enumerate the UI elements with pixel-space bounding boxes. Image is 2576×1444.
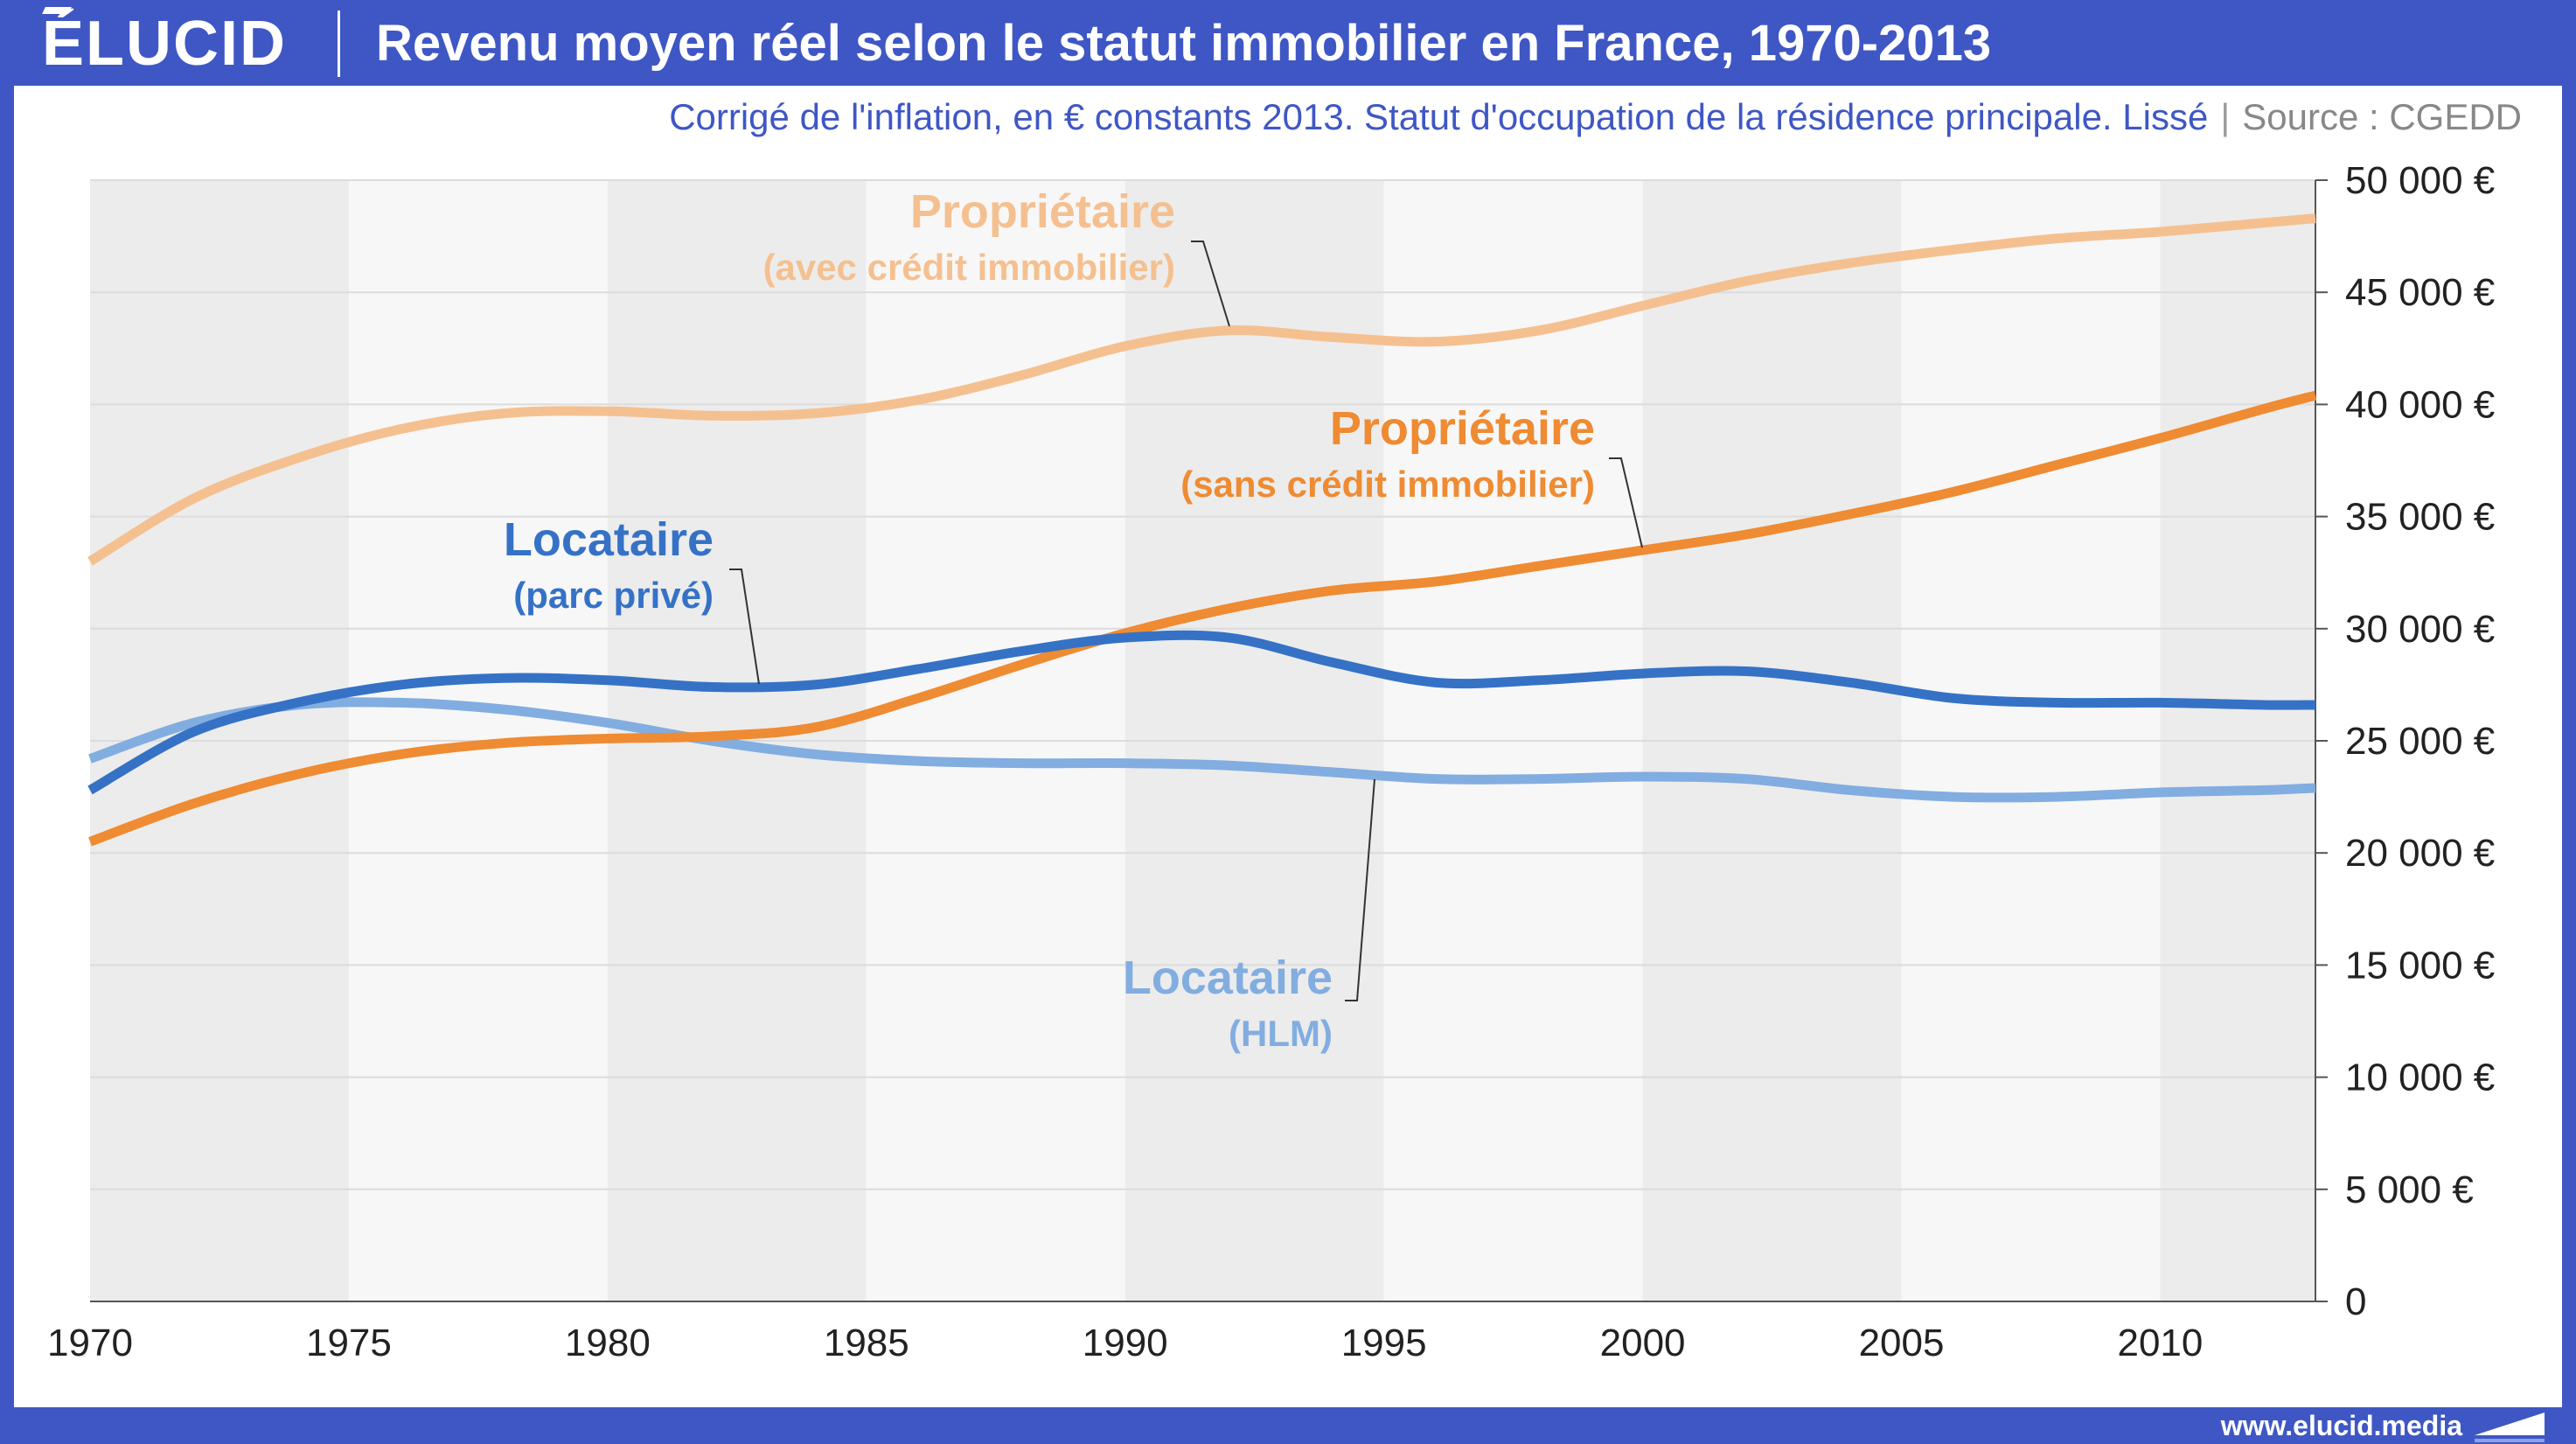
label-proprietaire-avec-credit-line2: (avec crédit immobilier) <box>763 247 1176 288</box>
series-lines <box>87 213 2317 847</box>
line-chart: 0 5 000 € 10 000 € 15 000 € 20 000 € 25 000 €… <box>47 159 2495 1364</box>
x-tick-label: 1985 <box>824 1322 909 1364</box>
footer-url: www.elucid.media <box>2220 1410 2462 1441</box>
y-tick-label: 35 000 € <box>2345 496 2495 539</box>
label-proprietaire-sans-credit-line2: (sans crédit immobilier) <box>1180 464 1595 505</box>
label-locataire-hlm-line2: (HLM) <box>1229 1013 1333 1054</box>
y-tick-label: 30 000 € <box>2345 608 2495 651</box>
chart-subtitle: Corrigé de l'inflation, en € constants 2… <box>669 91 2522 143</box>
gridlines <box>90 179 2315 1190</box>
label-proprietaire-avec-credit-leader <box>1191 241 1230 327</box>
axes: 0 5 000 € 10 000 € 15 000 € 20 000 € 25 000 €… <box>47 159 2495 1364</box>
x-tick-label: 1990 <box>1083 1322 1168 1364</box>
label-locataire-hlm-line1: Locataire <box>1123 952 1333 1004</box>
y-tick-label: 45 000 € <box>2345 271 2495 314</box>
page-title: Revenu moyen réel selon le statut immobi… <box>376 15 1992 72</box>
series-line-proprietaire-sans-credit <box>88 390 2317 847</box>
x-tick-label: 1995 <box>1341 1322 1427 1364</box>
x-tick-label: 1975 <box>306 1322 392 1364</box>
label-locataire-parc-prive-line1: Locataire <box>504 513 714 566</box>
y-tick-label: 15 000 € <box>2345 944 2495 987</box>
header: ÉLUCID Revenu moyen réel selon le statut… <box>0 0 2576 86</box>
series-line-locataire-hlm <box>88 697 2316 803</box>
subtitle-separator: | <box>2220 96 2231 137</box>
x-tick-label: 1970 <box>47 1322 133 1364</box>
label-locataire-parc-prive-line2: (parc privé) <box>513 575 714 616</box>
y-tick-label: 0 <box>2345 1280 2366 1323</box>
footer: www.elucid.media <box>0 1407 2576 1444</box>
chart-panel: Corrigé de l'inflation, en € constants 2… <box>14 86 2562 1407</box>
y-tick-label: 10 000 € <box>2345 1057 2495 1099</box>
series-line-locataire-parc-prive <box>87 630 2316 795</box>
y-tick-label: 40 000 € <box>2345 383 2495 426</box>
x-tick-label: 2010 <box>2117 1322 2203 1364</box>
x-tick-label: 1980 <box>565 1322 651 1364</box>
x-tick-label: 2000 <box>1600 1322 1686 1364</box>
series-line-proprietaire-avec-credit <box>87 213 2316 566</box>
label-proprietaire-avec-credit-line1: Propriétaire <box>910 185 1175 238</box>
label-proprietaire-sans-credit-leader <box>1609 457 1643 548</box>
y-tick-label: 5 000 € <box>2345 1168 2474 1211</box>
y-tick-label: 50 000 € <box>2345 159 2495 202</box>
x-tick-label: 2005 <box>1859 1322 1945 1364</box>
header-divider <box>338 10 340 77</box>
y-tick-label: 20 000 € <box>2345 832 2495 875</box>
label-locataire-hlm-leader <box>1345 778 1375 1001</box>
label-proprietaire-sans-credit-line1: Propriétaire <box>1330 402 1595 455</box>
brand-mark-icon <box>2475 1413 2545 1442</box>
source-note: Source : CGEDD <box>2242 96 2522 137</box>
logo: ÉLUCID <box>42 9 287 79</box>
y-tick-label: 25 000 € <box>2345 720 2495 763</box>
series-labels: Propriétaire (avec crédit immobilier) Prop… <box>504 185 1643 1054</box>
label-locataire-parc-prive-leader <box>729 569 760 685</box>
subtitle-text: Corrigé de l'inflation, en € constants 2… <box>669 96 2209 137</box>
